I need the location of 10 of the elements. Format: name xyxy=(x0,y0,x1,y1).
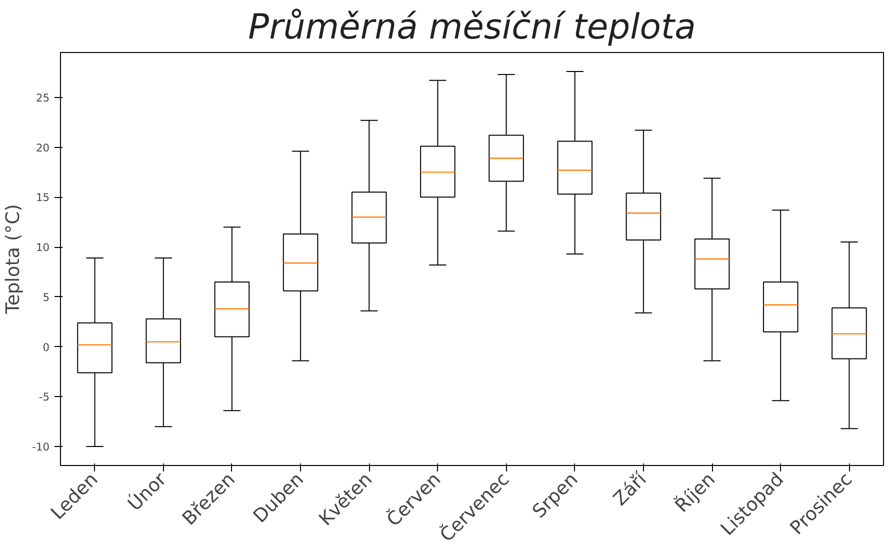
y-tick-label: 15 xyxy=(36,191,50,204)
y-tick-label: 10 xyxy=(36,241,50,254)
y-tick-label: -5 xyxy=(38,390,50,404)
chart-title: Průměrná měsíční teplota xyxy=(248,8,696,48)
y-tick-label: -10 xyxy=(32,440,50,454)
y-tick-label: 20 xyxy=(36,141,50,154)
y-tick-label: 25 xyxy=(36,91,50,104)
y-tick-label: 5 xyxy=(42,290,50,304)
y-tick-label: 0 xyxy=(42,340,50,354)
y-axis-title: Teplota (°C) xyxy=(3,204,24,315)
